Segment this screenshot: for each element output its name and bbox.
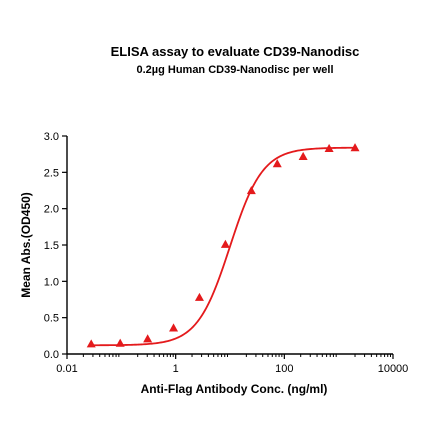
y-axis: 0.0 0.5 1.0 1.5 2.0 2.5 3.0 — [44, 131, 68, 361]
y-tick-label: 3.0 — [44, 131, 59, 143]
y-tick-label: 0.5 — [44, 313, 59, 325]
x-axis: 0.01 1 100 10000 — [56, 353, 409, 375]
data-point — [86, 339, 96, 348]
x-tick-label: 100 — [275, 363, 293, 375]
chart-subtitle: 0.2µg Human CD39-Nanodisc per well — [136, 64, 333, 76]
y-tick-label: 1.0 — [44, 276, 59, 288]
data-point — [298, 151, 308, 160]
chart-title: ELISA assay to evaluate CD39-Nanodisc — [111, 44, 360, 59]
data-point — [272, 159, 282, 168]
x-axis-label: Anti-Flag Antibody Conc. (ng/ml) — [141, 382, 328, 396]
y-axis-label: Mean Abs.(OD450) — [19, 192, 33, 298]
y-tick-label: 2.5 — [44, 167, 59, 179]
data-point — [324, 143, 334, 152]
x-tick-label: 1 — [173, 363, 179, 375]
x-tick-label: 10000 — [378, 363, 409, 375]
x-tick-label: 0.01 — [56, 363, 77, 375]
data-point — [194, 292, 204, 301]
y-tick-label: 1.5 — [44, 240, 59, 252]
y-tick-label: 2.0 — [44, 204, 59, 216]
data-point — [143, 334, 153, 343]
data-point — [115, 338, 125, 347]
y-tick-label: 0.0 — [44, 349, 59, 361]
data-point — [220, 239, 230, 248]
data-point — [169, 323, 179, 332]
fit-curve-group — [91, 146, 356, 347]
data-point — [246, 186, 256, 195]
data-point — [350, 143, 360, 152]
data-points-group — [86, 143, 360, 348]
fit-curve — [91, 146, 356, 347]
